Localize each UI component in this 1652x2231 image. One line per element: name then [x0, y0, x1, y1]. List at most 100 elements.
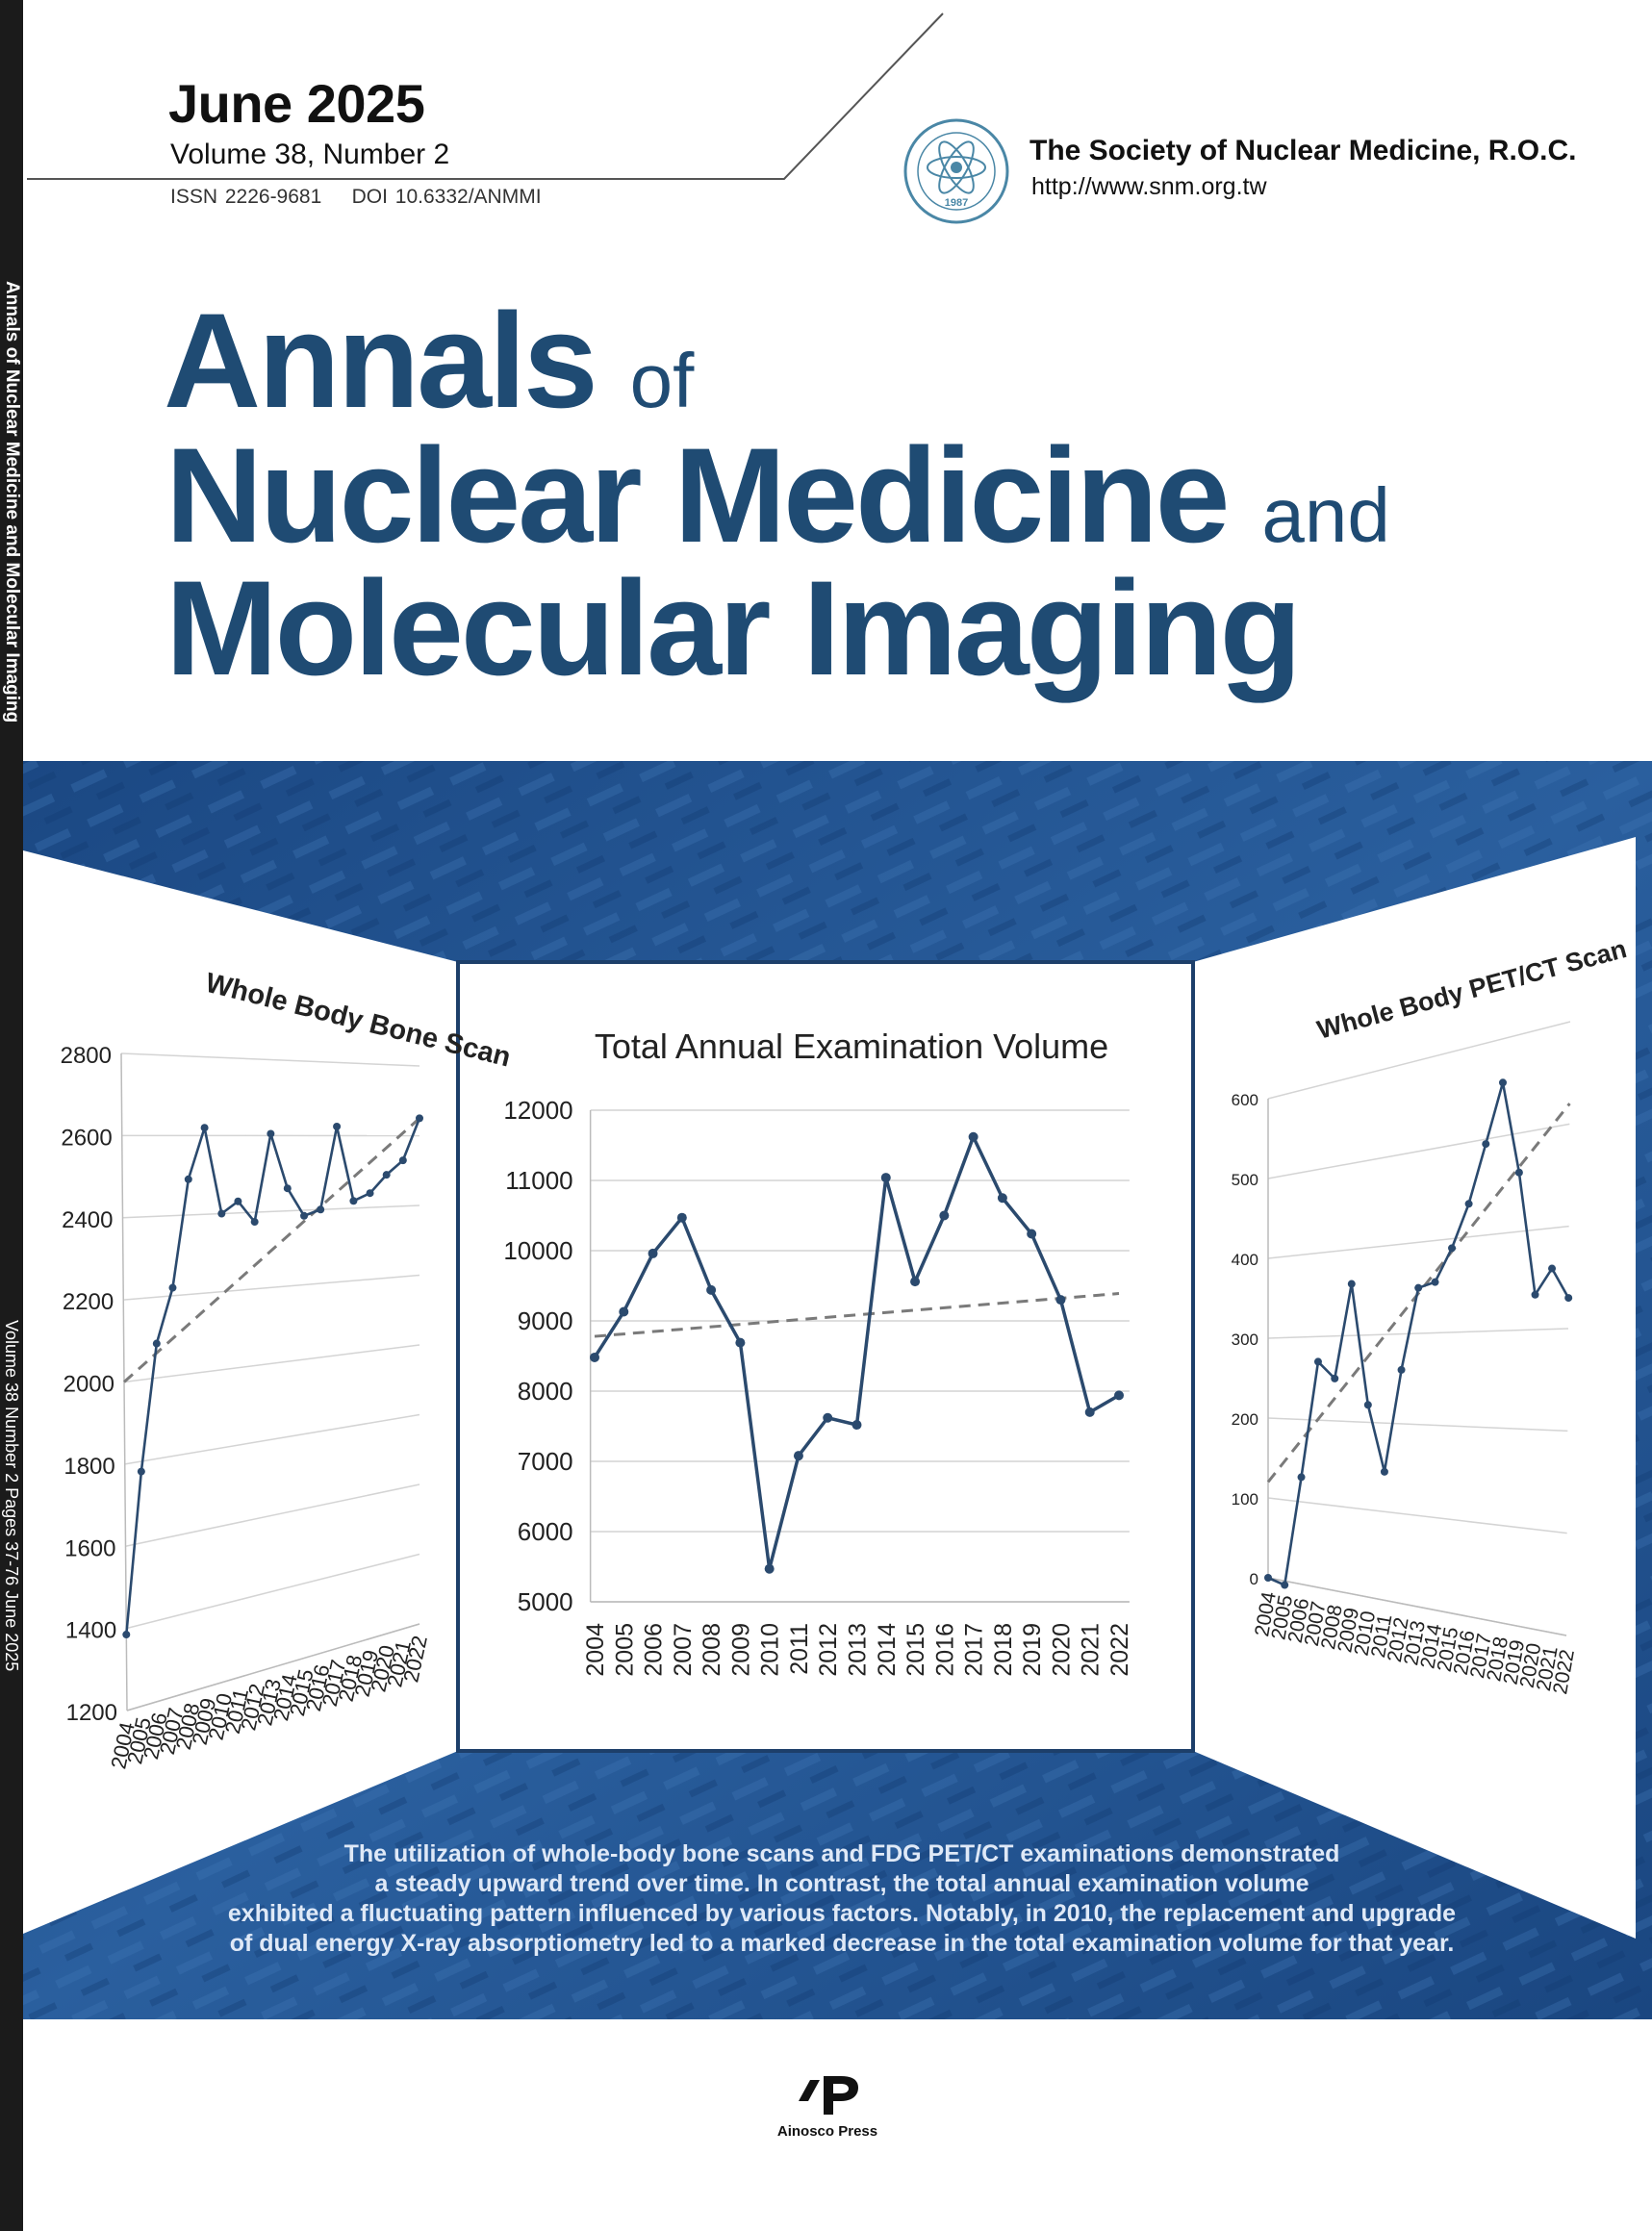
y-tick-label: 2600 — [61, 1125, 112, 1151]
data-point — [152, 1339, 161, 1348]
data-point — [939, 1210, 950, 1221]
data-point — [200, 1124, 209, 1132]
issn-doi: ISSN 2226-9681 DOI 10.6332/ANMMI — [170, 186, 542, 209]
data-point — [735, 1337, 746, 1348]
x-tick-label: 2020 — [1048, 1623, 1075, 1677]
x-tick-label: 2015 — [902, 1623, 929, 1677]
data-point — [283, 1184, 292, 1193]
data-point — [300, 1211, 309, 1220]
x-tick-label: 2016 — [931, 1623, 958, 1677]
publisher-logo-icon — [799, 2076, 858, 2115]
issue-date: June 2025 — [168, 73, 425, 134]
gridline — [1267, 1225, 1569, 1259]
data-point — [793, 1451, 803, 1461]
y-tick-label: 2800 — [61, 1043, 112, 1069]
data-point — [184, 1175, 192, 1183]
data-point — [122, 1631, 131, 1639]
gridline — [1267, 1021, 1571, 1100]
journal-title-line1: Annals of — [164, 285, 695, 436]
y-tick-label: 600 — [1232, 1091, 1258, 1109]
journal-title-line2: Nuclear Medicine and — [165, 419, 1390, 570]
data-point — [968, 1131, 978, 1142]
center-chart-title: Total Annual Examination Volume — [595, 1027, 1108, 1066]
caption-line: of dual energy X-ray absorptiometry led … — [229, 1930, 1455, 1957]
x-tick-label: 2006 — [641, 1623, 668, 1677]
y-tick-label: 1400 — [65, 1618, 116, 1644]
data-point — [1431, 1278, 1439, 1286]
doi: DOI 10.6332/ANMMI — [351, 186, 542, 208]
data-point — [1055, 1295, 1066, 1306]
data-point — [1531, 1290, 1539, 1299]
data-point — [366, 1189, 374, 1198]
society-url[interactable]: http://www.snm.org.tw — [1031, 173, 1267, 200]
x-tick-label: 2014 — [874, 1623, 901, 1677]
data-point — [1414, 1283, 1423, 1292]
x-axis — [126, 1623, 420, 1711]
data-point — [910, 1277, 921, 1287]
x-tick-label: 2007 — [670, 1623, 697, 1677]
x-tick-label: 2010 — [757, 1623, 784, 1677]
caption-line: a steady upward trend over time. In cont… — [374, 1870, 1309, 1897]
data-point — [250, 1218, 259, 1227]
data-point — [1297, 1473, 1306, 1482]
y-tick-label: 11000 — [505, 1166, 572, 1195]
data-point — [1498, 1078, 1507, 1087]
data-point — [1264, 1574, 1272, 1582]
data-point — [234, 1197, 242, 1205]
gridline — [1267, 1328, 1569, 1339]
y-tick-label: 300 — [1232, 1331, 1258, 1349]
cover-band — [23, 761, 1652, 2019]
data-point — [1548, 1264, 1557, 1273]
gridline — [120, 1052, 420, 1067]
y-tick-label: 9000 — [518, 1306, 573, 1335]
svg-text:1987: 1987 — [945, 197, 968, 209]
y-tick-label: 2000 — [64, 1372, 114, 1398]
gridline — [122, 1204, 420, 1219]
y-tick-label: 2400 — [62, 1207, 113, 1233]
x-tick-label: 2013 — [845, 1623, 872, 1677]
issue-volume: Volume 38, Number 2 — [170, 139, 450, 170]
y-tick-label: 1800 — [64, 1454, 114, 1480]
publisher-name: Ainosco Press — [776, 2123, 878, 2140]
x-tick-label: 2021 — [1078, 1623, 1105, 1677]
y-tick-label: 6000 — [518, 1517, 573, 1546]
y-tick-label: 0 — [1250, 1570, 1258, 1588]
gridline — [1267, 1123, 1570, 1179]
y-tick-label: 12000 — [503, 1096, 572, 1125]
data-point — [590, 1352, 599, 1362]
society-name: The Society of Nuclear Medicine, R.O.C. — [1029, 135, 1577, 166]
x-tick-label: 2004 — [582, 1623, 609, 1677]
data-point — [1347, 1280, 1356, 1288]
data-point — [1331, 1374, 1339, 1382]
y-tick-label: 7000 — [518, 1447, 573, 1476]
data-point — [1084, 1407, 1095, 1417]
data-point — [1482, 1140, 1490, 1149]
data-point — [823, 1412, 833, 1423]
caption-line: exhibited a fluctuating pattern influenc… — [227, 1900, 1457, 1927]
y-tick-label: 8000 — [518, 1377, 573, 1406]
data-point — [1514, 1168, 1523, 1177]
gridline — [123, 1274, 420, 1301]
data-point — [1027, 1229, 1037, 1239]
y-tick-label: 2200 — [63, 1289, 114, 1315]
x-tick-label: 2019 — [1019, 1623, 1046, 1677]
data-point — [398, 1156, 407, 1165]
gridline — [1267, 1417, 1568, 1432]
data-point — [706, 1284, 717, 1295]
data-point — [619, 1306, 629, 1317]
right-chart-title: Whole Body PET/CT Scan — [1314, 934, 1630, 1045]
y-tick-label: 1600 — [64, 1535, 115, 1561]
data-point — [648, 1248, 658, 1258]
y-tick-label: 100 — [1232, 1490, 1258, 1508]
journal-title-line3: Molecular Imaging — [165, 552, 1302, 703]
x-tick-label: 2008 — [699, 1623, 725, 1677]
y-tick-label: 400 — [1232, 1251, 1258, 1269]
data-point — [137, 1467, 145, 1476]
data-point — [168, 1283, 177, 1292]
cover-caption: The utilization of whole-body bone scans… — [144, 1839, 1539, 1959]
data-point — [880, 1173, 891, 1183]
x-axis — [1267, 1577, 1567, 1636]
data-point — [997, 1193, 1007, 1204]
